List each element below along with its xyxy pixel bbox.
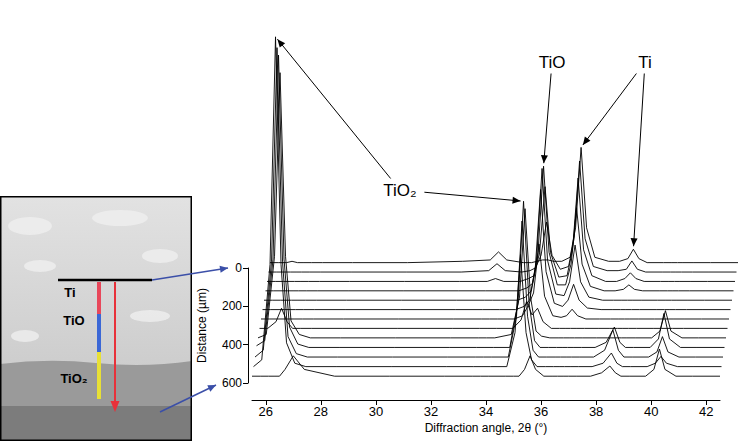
svg-text:42: 42: [699, 404, 713, 419]
svg-text:TiO: TiO: [539, 53, 566, 72]
svg-text:TiO₂: TiO₂: [60, 371, 87, 386]
svg-text:Ti: Ti: [64, 285, 75, 300]
svg-text:40: 40: [644, 404, 658, 419]
svg-text:400: 400: [222, 338, 242, 352]
svg-text:26: 26: [259, 404, 273, 419]
svg-text:30: 30: [369, 404, 383, 419]
svg-text:28: 28: [314, 404, 328, 419]
svg-text:36: 36: [534, 404, 548, 419]
svg-text:Diffraction angle, 2θ (°): Diffraction angle, 2θ (°): [425, 421, 548, 435]
svg-text:TiO₂: TiO₂: [383, 181, 416, 200]
svg-text:32: 32: [424, 404, 438, 419]
svg-text:Distance (µm): Distance (µm): [195, 288, 209, 363]
svg-text:200: 200: [222, 299, 242, 313]
svg-text:600: 600: [222, 376, 242, 390]
svg-text:34: 34: [479, 404, 493, 419]
svg-text:38: 38: [589, 404, 603, 419]
svg-text:Ti: Ti: [638, 53, 652, 72]
svg-text:0: 0: [235, 261, 242, 275]
svg-text:TiO: TiO: [63, 313, 84, 328]
